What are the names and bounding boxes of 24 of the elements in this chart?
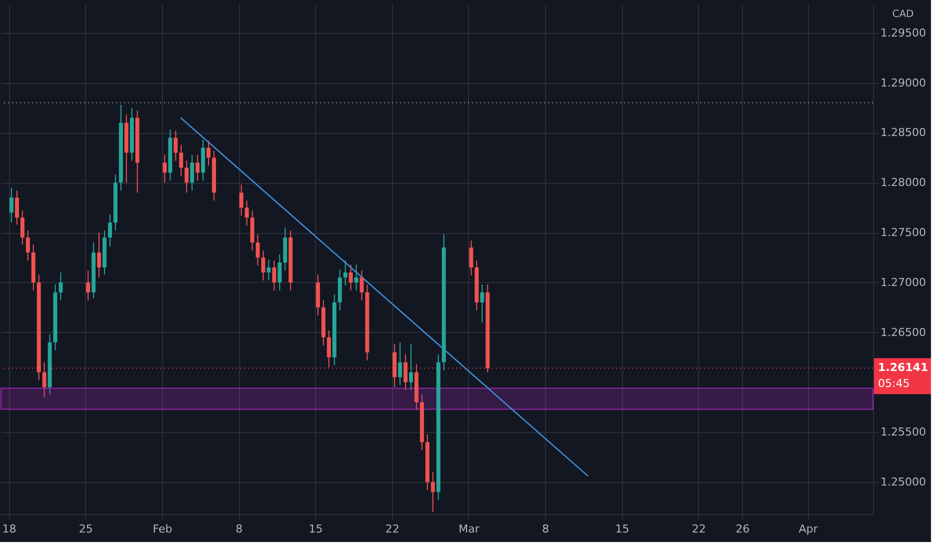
y-tick-label: 1.27500 — [880, 226, 926, 240]
x-tick-label: 8 — [542, 522, 550, 536]
y-axis-title: CAD — [892, 9, 914, 20]
y-tick-label: 1.25000 — [880, 476, 926, 489]
x-tick-label: 15 — [308, 522, 323, 536]
text: 05:45 — [878, 377, 910, 390]
y-tick-label: 1.27000 — [880, 276, 926, 289]
x-tick-label: 15 — [615, 522, 630, 536]
y-tick-label: 1.29500 — [880, 26, 926, 40]
x-tick-label: 22 — [692, 522, 706, 536]
x-tick-label: 26 — [736, 522, 750, 536]
x-tick-label: Feb — [152, 522, 172, 536]
x-tick-label: 25 — [78, 522, 93, 536]
ref-line-label: 1.26141 — [878, 361, 928, 374]
y-tick-label: 1.28000 — [880, 176, 926, 190]
x-tick-label: Mar — [458, 522, 480, 536]
y-tick-label: 1.25500 — [880, 426, 926, 439]
x-tick-label: 22 — [385, 522, 400, 536]
x-tick-label: 18 — [2, 522, 16, 536]
y-tick-label: 1.26500 — [880, 326, 926, 339]
y-tick-label: 1.28500 — [880, 126, 926, 140]
x-tick-label: Apr — [798, 522, 818, 536]
y-tick-label: 1.29000 — [880, 76, 926, 90]
x-tick-label: 8 — [236, 522, 243, 536]
